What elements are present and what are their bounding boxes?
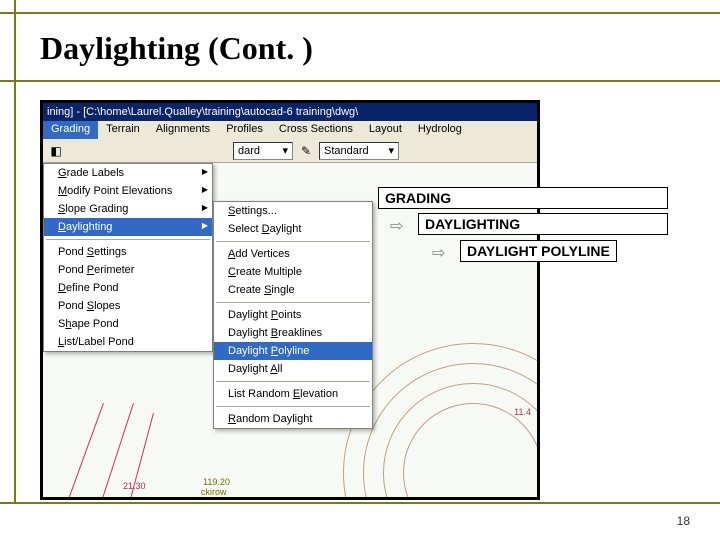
daylight-menu-separator	[216, 241, 370, 242]
menu-grading[interactable]: Grading	[43, 121, 98, 139]
toolbar-dropdown-1[interactable]: dard▾	[233, 142, 293, 160]
grading-menu-item[interactable]: Shape Pond	[44, 315, 212, 333]
daylight-menu-separator	[216, 406, 370, 407]
grading-menu: Grade LabelsModify Point ElevationsSlope…	[43, 163, 213, 352]
arrow-icon: ⇨	[390, 216, 403, 236]
arrow-icon: ⇨	[432, 243, 445, 263]
menu-hydrolog[interactable]: Hydrolog	[410, 121, 470, 139]
elevation-label: 119.20	[203, 477, 230, 487]
grading-menu-item[interactable]: Daylighting	[44, 218, 212, 236]
daylight-menu-item[interactable]: Create Multiple	[214, 263, 372, 281]
menu-layout[interactable]: Layout	[361, 121, 410, 139]
page-number: 18	[677, 514, 690, 528]
footer-rule	[0, 502, 720, 504]
daylight-menu-item[interactable]: Select Daylight	[214, 220, 372, 238]
daylight-menu-item[interactable]: List Random Elevation	[214, 385, 372, 403]
menu-terrain[interactable]: Terrain	[98, 121, 148, 139]
grading-menu-item[interactable]: List/Label Pond	[44, 333, 212, 351]
top-rule-1	[0, 12, 720, 14]
daylight-menu-separator	[216, 381, 370, 382]
app-screenshot: ining] - [C:\home\Laurel.Qualley\trainin…	[40, 100, 540, 500]
elevation-label: 11.4	[514, 407, 531, 417]
layer-label: ckirow	[201, 487, 227, 497]
toolbar-icon-1[interactable]: ◧	[47, 142, 65, 160]
toolbar-dropdown-2-value: Standard	[324, 145, 369, 157]
daylight-menu-separator	[216, 302, 370, 303]
slide: Daylighting (Cont. ) ining] - [C:\home\L…	[0, 0, 720, 540]
daylight-menu-item[interactable]: Random Daylight	[214, 410, 372, 428]
grading-menu-item[interactable]: Pond Settings	[44, 243, 212, 261]
grading-menu-separator	[46, 239, 210, 240]
toolbar-icon-2[interactable]: ✎	[297, 142, 315, 160]
grading-menu-item[interactable]: Grade Labels	[44, 164, 212, 182]
top-rule-2	[0, 80, 720, 82]
grading-menu-item[interactable]: Modify Point Elevations	[44, 182, 212, 200]
page-title: Daylighting (Cont. )	[40, 30, 313, 67]
breadcrumb-level-1: GRADING	[378, 187, 668, 209]
grading-menu-item[interactable]: Pond Slopes	[44, 297, 212, 315]
breadcrumb-level-2: DAYLIGHTING	[418, 213, 668, 235]
elevation-label: 21.30	[123, 481, 146, 491]
toolbar: ◧ dard▾ ✎ Standard▾	[43, 139, 537, 163]
window-titlebar: ining] - [C:\home\Laurel.Qualley\trainin…	[43, 103, 537, 121]
breadcrumb-level-3: DAYLIGHT POLYLINE	[460, 240, 617, 262]
daylight-menu-item[interactable]: Daylight Polyline	[214, 342, 372, 360]
side-rule	[14, 0, 16, 504]
daylight-menu-item[interactable]: Create Single	[214, 281, 372, 299]
toolbar-dropdown-2[interactable]: Standard▾	[319, 142, 399, 160]
daylight-menu-item[interactable]: Add Vertices	[214, 245, 372, 263]
toolbar-dropdown-1-value: dard	[238, 145, 260, 157]
grading-menu-item[interactable]: Pond Perimeter	[44, 261, 212, 279]
daylight-menu-item[interactable]: Settings...	[214, 202, 372, 220]
menu-profiles[interactable]: Profiles	[218, 121, 271, 139]
daylight-menu-item[interactable]: Daylight All	[214, 360, 372, 378]
menu-cross-sections[interactable]: Cross Sections	[271, 121, 361, 139]
daylight-menu-item[interactable]: Daylight Points	[214, 306, 372, 324]
menu-alignments[interactable]: Alignments	[148, 121, 218, 139]
daylighting-submenu: Settings...Select DaylightAdd VerticesCr…	[213, 201, 373, 429]
menubar: Grading Terrain Alignments Profiles Cros…	[43, 121, 537, 139]
grading-menu-item[interactable]: Define Pond	[44, 279, 212, 297]
grading-menu-item[interactable]: Slope Grading	[44, 200, 212, 218]
daylight-menu-item[interactable]: Daylight Breaklines	[214, 324, 372, 342]
polyline-segment	[55, 403, 104, 497]
